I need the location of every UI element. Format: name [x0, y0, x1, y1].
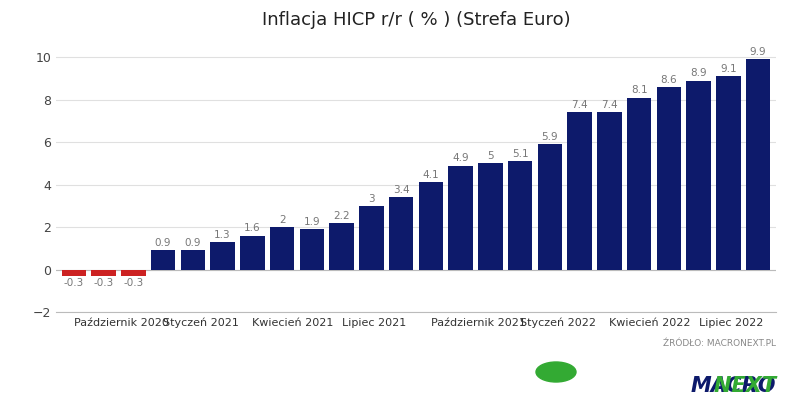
Bar: [746, 59, 770, 270]
Text: 9.9: 9.9: [750, 47, 766, 57]
Text: MACRO: MACRO: [690, 376, 776, 396]
Text: 5: 5: [487, 151, 494, 161]
Text: 3.4: 3.4: [393, 185, 410, 195]
Bar: [359, 206, 383, 270]
Text: NEXT: NEXT: [656, 376, 776, 396]
Text: 5.1: 5.1: [512, 149, 529, 159]
Text: ŹRÓDŁO: MACRONEXT.PL: ŹRÓDŁO: MACRONEXT.PL: [663, 339, 776, 348]
Text: -0.3: -0.3: [123, 278, 143, 288]
Bar: [181, 250, 205, 270]
Bar: [300, 229, 324, 270]
Bar: [597, 112, 622, 270]
Text: 8.1: 8.1: [631, 86, 647, 96]
Bar: [627, 98, 651, 270]
Text: 7.4: 7.4: [601, 100, 618, 110]
Text: 9.1: 9.1: [720, 64, 737, 74]
Bar: [716, 76, 741, 270]
Text: 8.9: 8.9: [690, 68, 707, 78]
Text: 0.9: 0.9: [185, 238, 201, 248]
Bar: [389, 197, 414, 270]
Bar: [210, 242, 235, 270]
Bar: [62, 270, 86, 276]
Title: Inflacja HICP r/r ( % ) (Strefa Euro): Inflacja HICP r/r ( % ) (Strefa Euro): [262, 11, 570, 29]
Text: 0.9: 0.9: [155, 238, 171, 248]
Bar: [240, 236, 265, 270]
Text: 4.1: 4.1: [422, 170, 439, 180]
Text: -0.3: -0.3: [64, 278, 84, 288]
Text: -0.3: -0.3: [94, 278, 114, 288]
Text: 8.6: 8.6: [661, 75, 678, 85]
Bar: [121, 270, 146, 276]
Bar: [91, 270, 116, 276]
Bar: [508, 161, 532, 270]
Bar: [478, 163, 502, 270]
Bar: [418, 182, 443, 270]
Text: 2.2: 2.2: [334, 211, 350, 221]
Bar: [686, 80, 711, 270]
Bar: [270, 227, 294, 270]
Bar: [151, 250, 175, 270]
Text: 5.9: 5.9: [542, 132, 558, 142]
Bar: [330, 223, 354, 270]
Text: 7.4: 7.4: [571, 100, 588, 110]
Text: 3: 3: [368, 194, 374, 204]
Bar: [449, 166, 473, 270]
Text: 1.3: 1.3: [214, 230, 231, 240]
Bar: [538, 144, 562, 270]
Text: 2: 2: [279, 215, 286, 225]
Text: 1.9: 1.9: [303, 217, 320, 227]
Bar: [657, 87, 681, 270]
Text: 1.6: 1.6: [244, 224, 261, 234]
Text: 4.9: 4.9: [452, 153, 469, 163]
Bar: [567, 112, 592, 270]
